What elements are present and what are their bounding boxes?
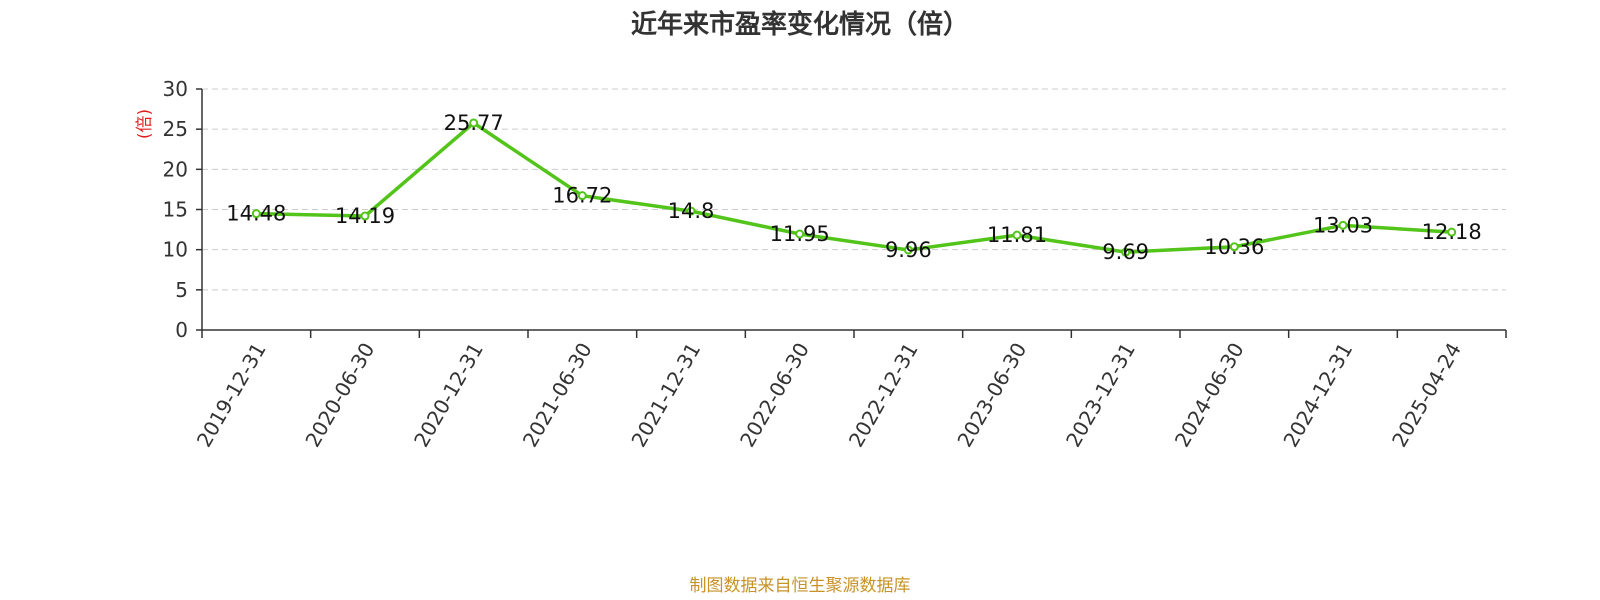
axes: 0 5 10 15 20 25 30 2019-12-31 2020-06-30 2020-12-… <box>163 77 1507 452</box>
data-label: 11.95 <box>770 222 830 246</box>
y-tick-label: 25 <box>163 117 188 141</box>
data-point <box>1338 220 1348 230</box>
data-point <box>1012 230 1022 240</box>
data-point <box>1447 227 1457 237</box>
x-tick-label: 2023-12-31 <box>1061 339 1140 452</box>
data-labels: 14.48 14.19 25.77 16.72 14.8 11.95 9.96 11.81 9.… <box>226 111 1481 264</box>
x-tick-label: 2025-04-24 <box>1387 339 1466 452</box>
data-points <box>251 118 1457 257</box>
x-tick-label: 2024-12-31 <box>1278 339 1357 452</box>
chart-title: 近年来市盈率变化情况（倍） <box>631 9 969 40</box>
data-label: 11.81 <box>987 223 1047 247</box>
data-label: 12.18 <box>1422 220 1482 244</box>
data-point <box>360 211 370 221</box>
data-label: 14.8 <box>668 199 715 223</box>
y-tick-label: 30 <box>163 77 188 101</box>
data-point <box>1229 242 1239 252</box>
data-label: 14.19 <box>335 204 395 228</box>
y-tick-label: 10 <box>163 238 188 262</box>
data-point <box>251 209 261 219</box>
y-tick-label: 15 <box>163 198 188 222</box>
data-label: 9.69 <box>1102 240 1149 264</box>
x-tick-label: 2020-12-31 <box>409 338 488 451</box>
x-tick-label: 2022-06-30 <box>735 339 814 452</box>
x-tick-label: 2022-12-31 <box>844 338 923 451</box>
x-tick-label: 2019-12-31 <box>192 339 271 452</box>
data-label: 25.77 <box>444 111 504 135</box>
grid-lines <box>202 88 1506 291</box>
data-label: 14.48 <box>226 202 286 226</box>
y-tick-label: 20 <box>163 157 188 181</box>
y-tick-label: 5 <box>175 278 188 302</box>
data-label: 10.36 <box>1204 235 1264 259</box>
data-point <box>795 229 805 239</box>
data-point <box>686 206 696 216</box>
data-label: 13.03 <box>1313 213 1373 237</box>
y-axis-unit-label: (倍) <box>135 109 155 139</box>
x-tick-label: 2023-06-30 <box>952 339 1031 452</box>
data-point <box>903 245 913 255</box>
y-tick-label: 0 <box>175 318 188 342</box>
x-tick-label: 2021-12-31 <box>626 339 705 452</box>
x-tick-label: 2024-06-30 <box>1170 339 1249 452</box>
data-point <box>469 118 479 128</box>
data-point <box>577 191 587 201</box>
data-label: 9.96 <box>885 238 932 262</box>
series-line-pe <box>254 121 1454 254</box>
data-label: 16.72 <box>552 184 612 208</box>
x-tick-label: 2021-06-30 <box>518 339 597 452</box>
series-line <box>254 121 1454 254</box>
data-point <box>1121 247 1131 257</box>
x-tick-label: 2020-06-30 <box>300 339 379 452</box>
data-source-note: 制图数据来自恒生聚源数据库 <box>690 576 911 596</box>
